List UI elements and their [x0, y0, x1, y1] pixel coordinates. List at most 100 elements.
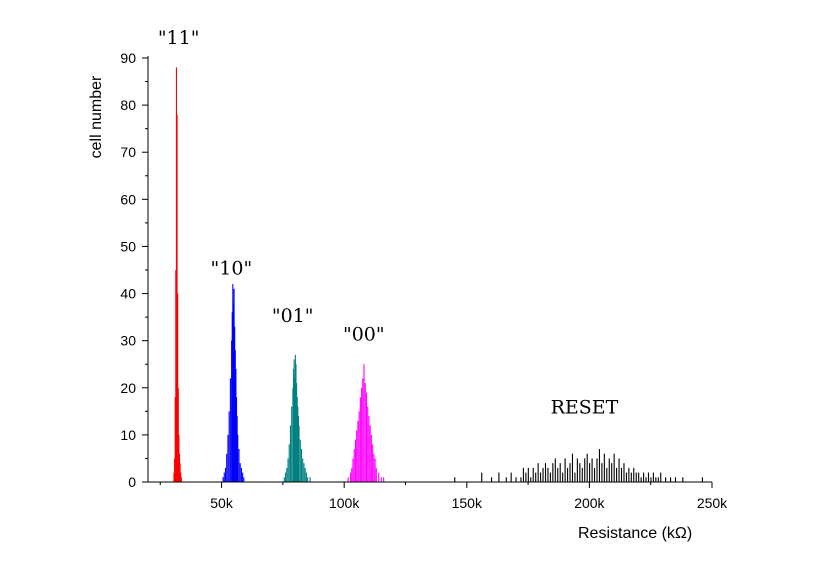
x-tick-label: 250k: [697, 495, 728, 511]
y-tick-label: 0: [128, 474, 136, 490]
series-3: [347, 364, 385, 482]
histogram-bar: [552, 463, 554, 482]
histogram-bar: [302, 458, 304, 482]
histogram-bar: [373, 453, 375, 482]
peak-label: "01": [272, 305, 314, 327]
series-0: [173, 67, 182, 483]
histogram-bar: [608, 458, 610, 482]
histogram-bar: [633, 467, 635, 482]
histogram-bar: [297, 416, 299, 482]
histogram-bar: [638, 472, 640, 482]
histogram-bar: [300, 449, 303, 482]
histogram-bar: [383, 477, 385, 482]
histogram-bar: [554, 458, 556, 482]
histogram-bar: [223, 472, 225, 482]
histogram-bar: [596, 458, 598, 482]
histogram-bar: [231, 340, 233, 482]
histogram-bar: [643, 472, 645, 482]
histogram-bar: [234, 350, 236, 482]
histogram-bar: [288, 444, 290, 482]
histogram-bar: [240, 467, 242, 482]
histogram-bar: [307, 477, 309, 482]
histogram-bar: [222, 477, 224, 482]
histogram-bar: [359, 397, 361, 482]
histogram-bar: [593, 467, 596, 482]
histogram-bar: [239, 463, 241, 482]
histogram-bar: [350, 472, 352, 482]
histogram-bar: [625, 472, 627, 482]
histogram-bar: [174, 458, 176, 482]
histogram-bar: [522, 467, 524, 482]
histogram-bar: [628, 467, 630, 482]
histogram-bar: [491, 477, 493, 482]
histogram-bar: [174, 397, 176, 482]
y-tick-label: 70: [120, 144, 136, 160]
histogram-bar: [303, 463, 305, 482]
histogram-bar: [235, 368, 237, 482]
histogram-bar: [532, 467, 534, 482]
histogram-bar: [228, 411, 230, 482]
histogram-bar: [176, 114, 178, 482]
series-1: [222, 284, 245, 482]
histogram-bar: [365, 392, 368, 482]
x-tick-label: 100k: [329, 495, 360, 511]
peak-label: "10": [211, 258, 253, 280]
histogram-bar: [618, 458, 620, 482]
histogram-bar: [598, 449, 600, 482]
histogram-bar: [571, 453, 574, 482]
histogram-bar: [630, 472, 632, 482]
histogram-bar: [660, 472, 662, 482]
histogram-bar: [542, 467, 544, 482]
histogram-bar: [295, 364, 297, 482]
histogram-bar: [175, 270, 177, 482]
histogram-bar: [229, 378, 231, 482]
y-tick-label: 20: [120, 380, 136, 396]
histogram-bar: [299, 439, 301, 482]
histogram-bar: [454, 477, 456, 482]
histogram-bar: [374, 458, 376, 482]
histogram-bar: [544, 463, 547, 482]
histogram-bar: [293, 359, 295, 482]
histogram-bar: [232, 302, 235, 482]
x-tick-label: 150k: [452, 495, 483, 511]
histogram-bar: [623, 463, 625, 482]
histogram-bar: [647, 472, 650, 482]
histogram-bar: [232, 284, 234, 482]
histogram-bar: [238, 449, 240, 482]
histogram-bar: [567, 467, 569, 482]
histogram-bar: [481, 472, 483, 482]
histogram-bar: [640, 477, 642, 482]
histogram-bar: [285, 472, 287, 482]
histogram-bar: [296, 397, 298, 482]
histogram-bar: [535, 472, 537, 482]
histogram-bar: [243, 477, 245, 482]
histogram-bar: [674, 477, 677, 482]
histogram-bar: [292, 368, 295, 482]
histogram-bar: [611, 463, 613, 482]
histogram-bar: [562, 472, 564, 482]
series-4: [454, 449, 703, 482]
histogram-bar: [356, 430, 358, 482]
histogram-bar: [369, 425, 371, 482]
histogram-bar: [701, 477, 703, 482]
histogram-bar: [226, 453, 228, 482]
histogram-bar: [353, 449, 355, 482]
histogram-bar: [557, 467, 559, 482]
histogram-bar: [375, 467, 377, 482]
histogram-bar: [364, 383, 366, 482]
histogram-bar: [498, 472, 500, 482]
histogram-bar: [298, 425, 300, 482]
histogram-bar: [591, 458, 593, 482]
histogram-bar: [579, 463, 581, 482]
histogram-bar: [224, 467, 227, 482]
histogram-bar: [294, 354, 296, 482]
y-tick-label: 80: [120, 97, 136, 113]
peak-label: "00": [343, 324, 385, 346]
histogram-bar: [363, 364, 365, 482]
histogram-bar: [547, 467, 549, 482]
histogram-bar: [652, 472, 654, 482]
histogram-bar: [655, 477, 657, 482]
histogram-bar: [682, 477, 684, 482]
histogram-bar: [352, 458, 354, 482]
histogram-bar: [540, 472, 542, 482]
